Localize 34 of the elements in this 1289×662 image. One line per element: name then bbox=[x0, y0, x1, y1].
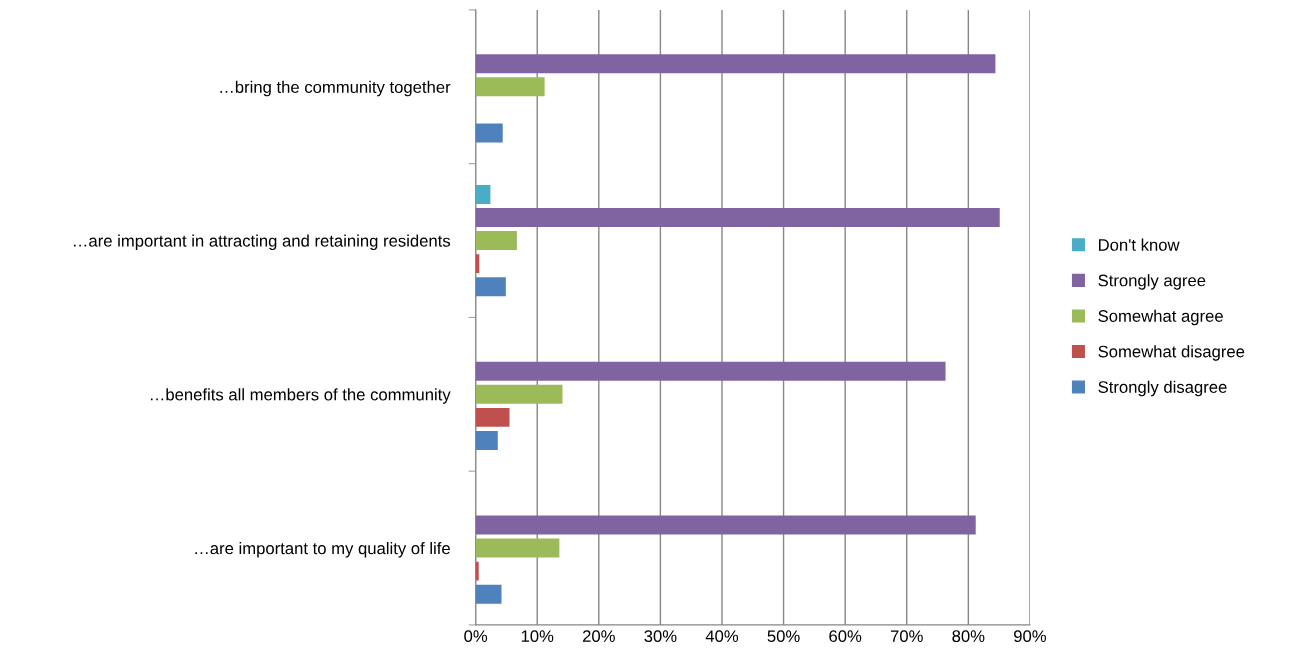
bar bbox=[475, 407, 510, 427]
y-tick-label: …are important to my quality of life bbox=[195, 542, 450, 558]
legend-label: Somewhat agree bbox=[1098, 309, 1223, 326]
x-tick-label: 90% bbox=[1014, 630, 1046, 643]
bar bbox=[475, 231, 517, 251]
x-tick-label: 20% bbox=[582, 630, 615, 643]
bar bbox=[475, 584, 502, 604]
x-tick-label: 0% bbox=[464, 630, 488, 643]
bar bbox=[475, 184, 491, 204]
x-tick-label: 70% bbox=[890, 630, 923, 643]
x-tick-label: 40% bbox=[705, 630, 739, 643]
y-tick-label: …bring the community together bbox=[220, 80, 451, 97]
x-tick-label: 30% bbox=[644, 630, 677, 643]
legend-label: Somewhat disagree bbox=[1098, 345, 1245, 361]
legend-label: Strongly agree bbox=[1098, 274, 1206, 290]
y-tick-label: …are important in attracting and retaining residents bbox=[74, 234, 451, 251]
legend-label: Strongly disagree bbox=[1098, 380, 1227, 397]
bar bbox=[475, 538, 560, 558]
bar bbox=[475, 561, 479, 581]
x-tick-label: 50% bbox=[767, 630, 800, 643]
bar bbox=[475, 430, 498, 450]
bar bbox=[475, 515, 976, 535]
y-tick-label: …benefits all members of the community bbox=[150, 388, 451, 404]
x-tick-label: 10% bbox=[521, 630, 554, 643]
bar bbox=[475, 77, 545, 97]
bar bbox=[475, 123, 503, 143]
bar bbox=[475, 54, 996, 74]
x-tick-label: 80% bbox=[952, 630, 985, 643]
bar bbox=[475, 208, 1000, 227]
bar bbox=[475, 277, 506, 297]
bar bbox=[475, 384, 563, 404]
bar bbox=[475, 361, 946, 381]
legend-label: Don't know bbox=[1098, 238, 1180, 251]
x-tick-label: 60% bbox=[829, 630, 862, 643]
